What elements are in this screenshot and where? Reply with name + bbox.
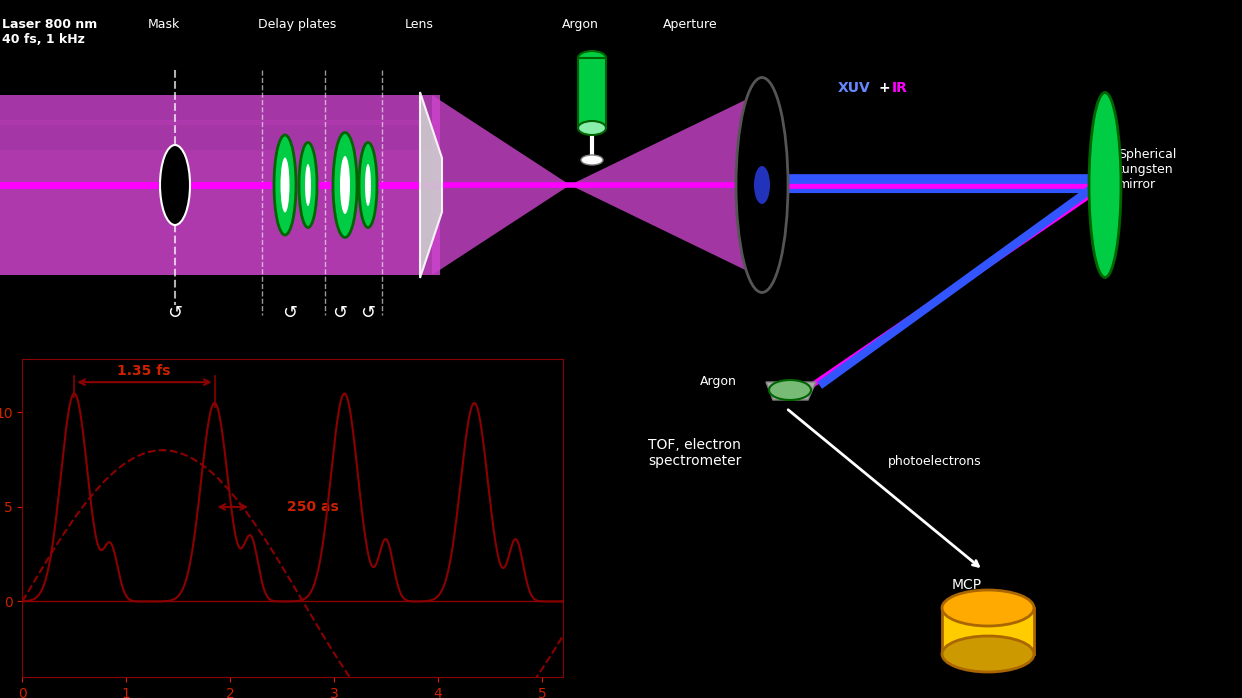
Text: photoelectrons: photoelectrons bbox=[888, 455, 981, 468]
Text: Lens: Lens bbox=[405, 18, 433, 31]
Text: Spherical
tungsten
mirror: Spherical tungsten mirror bbox=[1118, 148, 1176, 191]
Text: Argon: Argon bbox=[561, 18, 599, 31]
Text: Argon: Argon bbox=[700, 375, 737, 388]
Ellipse shape bbox=[299, 142, 317, 228]
Text: XUV: XUV bbox=[838, 81, 871, 95]
Polygon shape bbox=[420, 92, 442, 278]
Ellipse shape bbox=[365, 164, 371, 206]
Polygon shape bbox=[0, 95, 440, 275]
Ellipse shape bbox=[581, 155, 604, 165]
Ellipse shape bbox=[754, 166, 770, 204]
Polygon shape bbox=[766, 382, 816, 400]
Ellipse shape bbox=[274, 135, 296, 235]
Text: Aperture: Aperture bbox=[663, 18, 718, 31]
Ellipse shape bbox=[941, 636, 1035, 672]
Ellipse shape bbox=[1089, 93, 1122, 278]
Text: ↺: ↺ bbox=[168, 304, 183, 322]
Polygon shape bbox=[0, 95, 440, 120]
Ellipse shape bbox=[281, 158, 289, 212]
Ellipse shape bbox=[359, 142, 378, 228]
Ellipse shape bbox=[340, 156, 350, 214]
Text: IR: IR bbox=[892, 81, 908, 95]
Text: ↺: ↺ bbox=[333, 304, 348, 322]
Ellipse shape bbox=[769, 380, 811, 400]
Text: MCP: MCP bbox=[953, 578, 982, 592]
Text: 1.35 fs: 1.35 fs bbox=[117, 364, 170, 378]
Polygon shape bbox=[578, 58, 606, 128]
Ellipse shape bbox=[306, 164, 310, 206]
Polygon shape bbox=[432, 95, 570, 275]
Ellipse shape bbox=[578, 121, 606, 135]
Text: ↺: ↺ bbox=[282, 304, 298, 322]
Text: Delay plates: Delay plates bbox=[258, 18, 337, 31]
Polygon shape bbox=[941, 608, 1035, 654]
Polygon shape bbox=[570, 88, 770, 282]
Ellipse shape bbox=[333, 133, 356, 237]
Text: ↺: ↺ bbox=[360, 304, 375, 322]
Text: +: + bbox=[878, 81, 889, 95]
Polygon shape bbox=[0, 125, 440, 150]
Ellipse shape bbox=[941, 590, 1035, 626]
Ellipse shape bbox=[578, 51, 606, 65]
Text: 250 as: 250 as bbox=[287, 500, 339, 514]
Ellipse shape bbox=[737, 77, 787, 292]
Ellipse shape bbox=[160, 145, 190, 225]
Text: Mask: Mask bbox=[148, 18, 180, 31]
Text: Laser 800 nm
40 fs, 1 kHz: Laser 800 nm 40 fs, 1 kHz bbox=[2, 18, 97, 46]
Text: TOF, electron
spectrometer: TOF, electron spectrometer bbox=[648, 438, 741, 468]
